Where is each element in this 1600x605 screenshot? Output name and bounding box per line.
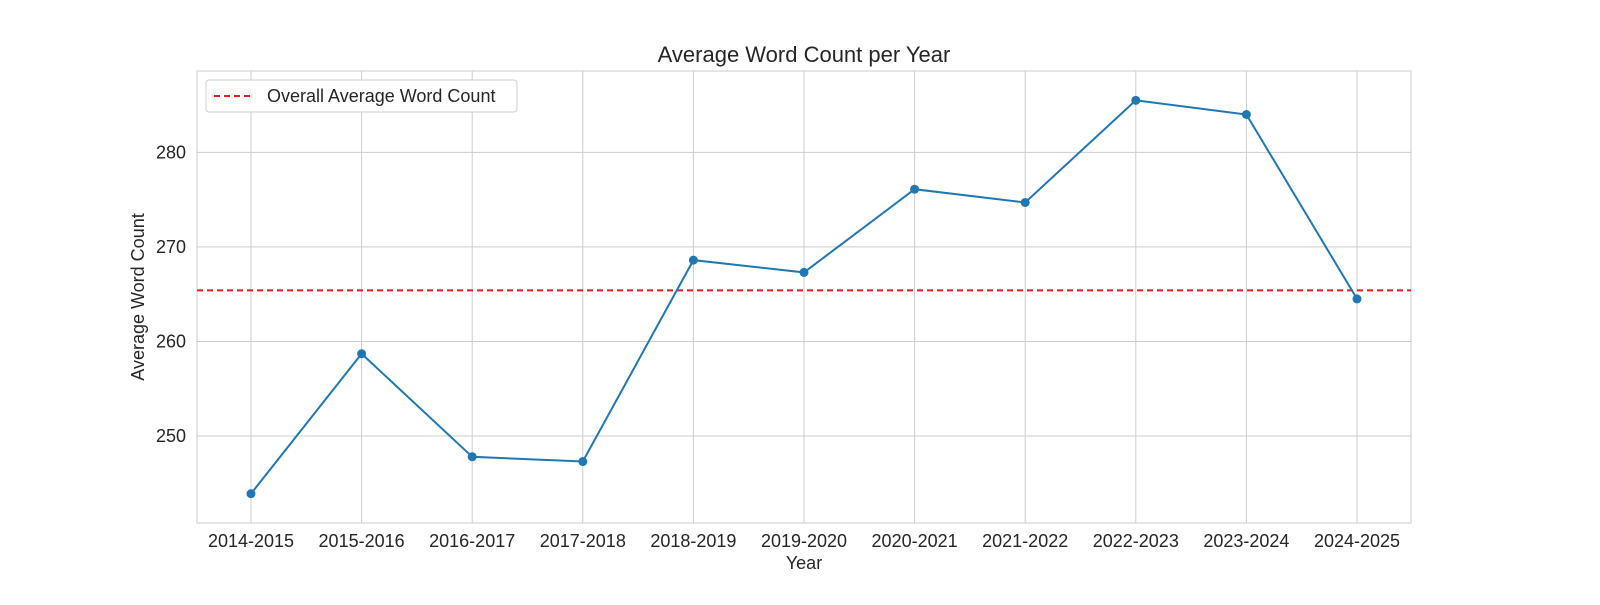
series-layer — [246, 95, 1362, 499]
x-tick-label: 2018-2019 — [650, 531, 736, 551]
legend-box — [205, 79, 518, 113]
data-point — [467, 452, 477, 462]
chart-title: Average Word Count per Year — [658, 42, 951, 67]
data-point — [578, 457, 588, 467]
x-tick-label: 2022-2023 — [1093, 531, 1179, 551]
legend-label: Overall Average Word Count — [267, 86, 495, 106]
data-point — [1020, 197, 1030, 207]
x-tick-label: 2015-2016 — [319, 531, 405, 551]
data-point — [1131, 95, 1141, 105]
x-tick-label: 2017-2018 — [540, 531, 626, 551]
y-tick-label: 270 — [156, 237, 186, 257]
plot-frame — [196, 70, 1412, 524]
y-tick-label: 280 — [156, 142, 186, 162]
data-point — [688, 255, 698, 265]
data-point — [910, 184, 920, 194]
x-tick-label: 2019-2020 — [761, 531, 847, 551]
x-tick-label: 2020-2021 — [872, 531, 958, 551]
data-point — [1352, 294, 1362, 304]
data-point — [1241, 109, 1251, 119]
x-axis-label: Year — [786, 553, 822, 573]
y-axis-label: Average Word Count — [128, 213, 148, 380]
y-tick-label: 250 — [156, 426, 186, 446]
y-tick-labels: 250 260 270 280 — [156, 142, 186, 446]
x-tick-label: 2024-2025 — [1314, 531, 1400, 551]
x-tick-label: 2021-2022 — [982, 531, 1068, 551]
y-tick-label: 260 — [156, 331, 186, 351]
legend: Overall Average Word Count — [205, 79, 518, 113]
grid — [197, 71, 1411, 523]
data-point — [799, 267, 809, 277]
x-tick-labels: 2014-2015 2015-2016 2016-2017 2017-2018 2018… — [208, 531, 1400, 551]
x-tick-label: 2023-2024 — [1203, 531, 1289, 551]
data-point — [357, 349, 367, 359]
x-tick-label: 2014-2015 — [208, 531, 294, 551]
data-point — [246, 489, 256, 499]
x-tick-label: 2016-2017 — [429, 531, 515, 551]
